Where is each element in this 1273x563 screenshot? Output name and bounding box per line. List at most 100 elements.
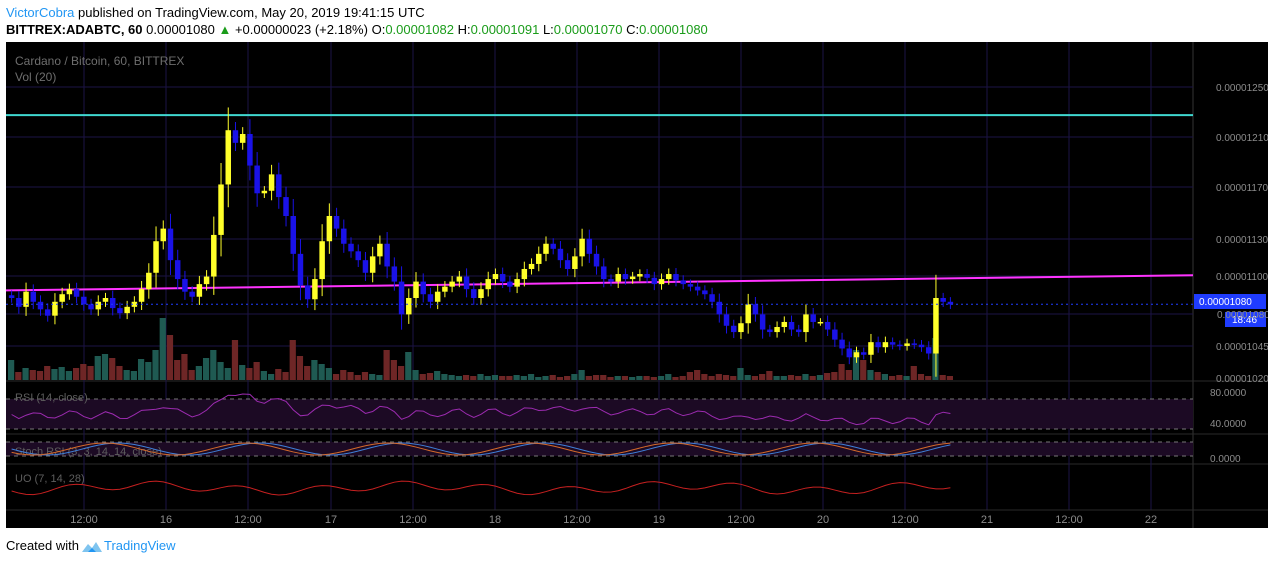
candle-body bbox=[514, 279, 520, 287]
candle-body bbox=[427, 294, 434, 302]
obscured-price-label: 0.00001080 bbox=[1217, 310, 1268, 321]
volume-bar bbox=[123, 370, 130, 380]
candle-body bbox=[723, 314, 730, 326]
volume-bar bbox=[22, 368, 29, 380]
candle-body bbox=[420, 281, 426, 295]
volume-bar bbox=[643, 376, 650, 380]
candle-body bbox=[557, 248, 564, 261]
volume-bar bbox=[701, 374, 708, 380]
volume-bar bbox=[152, 350, 159, 380]
volume-bar bbox=[860, 360, 867, 380]
time-tick-label: 19 bbox=[653, 514, 665, 526]
stoch-tick-label: 0.0000 bbox=[1210, 454, 1241, 465]
time-tick-label: 22 bbox=[1145, 514, 1157, 526]
candle-body bbox=[384, 243, 390, 267]
candle-body bbox=[702, 290, 708, 295]
last-price-tag-text: 0.00001080 bbox=[1199, 297, 1252, 308]
created-with-text: Created with bbox=[6, 538, 79, 553]
candle-body bbox=[774, 327, 780, 333]
volume-bar bbox=[614, 376, 621, 380]
volume-bar bbox=[592, 375, 600, 380]
candle-body bbox=[391, 266, 398, 282]
volume-bar bbox=[405, 352, 412, 380]
volume-bar bbox=[491, 375, 499, 380]
volume-bar bbox=[520, 376, 527, 380]
volume-bar bbox=[499, 376, 506, 380]
volume-bar bbox=[80, 364, 87, 380]
author-link[interactable]: VictorCobra bbox=[6, 5, 75, 20]
volume-bar bbox=[166, 335, 174, 380]
volume-bar bbox=[556, 377, 564, 380]
candle-body bbox=[752, 304, 759, 315]
volume-bar bbox=[780, 376, 787, 380]
candle-body bbox=[290, 216, 296, 254]
tradingview-logo-icon bbox=[81, 542, 102, 552]
volume-bar bbox=[809, 376, 816, 380]
candle-body bbox=[738, 323, 744, 333]
volume-bar bbox=[181, 354, 188, 380]
volume-bar bbox=[578, 370, 585, 380]
candle-body bbox=[846, 348, 853, 358]
time-tick-label: 12:00 bbox=[234, 514, 262, 526]
volume-bar bbox=[231, 340, 239, 380]
tradingview-link[interactable]: TradingView bbox=[103, 538, 176, 553]
volume-bar bbox=[376, 375, 383, 380]
candle-body bbox=[218, 184, 224, 235]
candle-body bbox=[824, 321, 831, 330]
volume-bar bbox=[109, 358, 116, 380]
candle-body bbox=[276, 174, 282, 198]
rsi-label: RSI (14, close) bbox=[15, 392, 88, 404]
volume-bar bbox=[137, 359, 145, 380]
volume-bar bbox=[600, 375, 607, 380]
candle-body bbox=[326, 216, 333, 242]
volume-bar bbox=[332, 374, 340, 380]
volume-bar bbox=[831, 372, 838, 380]
high-label: H: bbox=[457, 22, 471, 37]
candle-body bbox=[651, 277, 658, 285]
volume-bar bbox=[361, 372, 369, 380]
volume-bar bbox=[390, 360, 397, 380]
candle-body bbox=[687, 284, 694, 287]
candle-body bbox=[44, 309, 51, 316]
volume-bar bbox=[188, 370, 195, 380]
stoch-band bbox=[6, 442, 1193, 456]
candle-body bbox=[247, 134, 253, 166]
volume-bar bbox=[202, 358, 210, 380]
candle-body bbox=[59, 294, 65, 302]
candle-body bbox=[239, 134, 246, 143]
chart-canvas[interactable]: 0.00001250 0.00001210 0.00001170 0.00001130… bbox=[6, 42, 1268, 528]
candle-body bbox=[434, 291, 441, 302]
candle-body bbox=[146, 272, 152, 290]
candle-body bbox=[88, 304, 94, 310]
candle-body bbox=[492, 274, 499, 280]
candle-body bbox=[369, 256, 376, 273]
volume-bar bbox=[224, 368, 231, 380]
candle-body bbox=[666, 274, 672, 280]
volume-bar bbox=[513, 375, 520, 380]
candle-body bbox=[644, 274, 650, 278]
volume-bar bbox=[311, 360, 318, 380]
candle-body bbox=[788, 321, 795, 330]
publish-info: VictorCobra published on TradingView.com… bbox=[6, 5, 425, 20]
candle-body bbox=[456, 276, 463, 282]
candle-body bbox=[348, 243, 354, 252]
candle-body bbox=[564, 260, 571, 269]
candle-body bbox=[153, 241, 159, 273]
candle-body bbox=[709, 294, 715, 302]
open-value: 0.00001082 bbox=[385, 22, 454, 37]
price-tick-label: 0.00001045 bbox=[1216, 342, 1268, 353]
volume-bar bbox=[29, 370, 36, 380]
volume-bar bbox=[296, 356, 304, 380]
candle-body bbox=[745, 304, 751, 324]
footer: Created with TradingView bbox=[6, 538, 176, 553]
volume-bar bbox=[462, 375, 470, 380]
candle-body bbox=[478, 289, 484, 298]
candle-body bbox=[694, 286, 701, 291]
candle-body bbox=[174, 260, 181, 280]
change-value: +0.00000023 (+2.18%) bbox=[234, 22, 368, 37]
candle-body bbox=[579, 238, 585, 257]
candle-body bbox=[261, 190, 268, 194]
candle-body bbox=[319, 241, 325, 280]
volume-bar bbox=[470, 376, 477, 380]
candle-body bbox=[117, 308, 123, 314]
